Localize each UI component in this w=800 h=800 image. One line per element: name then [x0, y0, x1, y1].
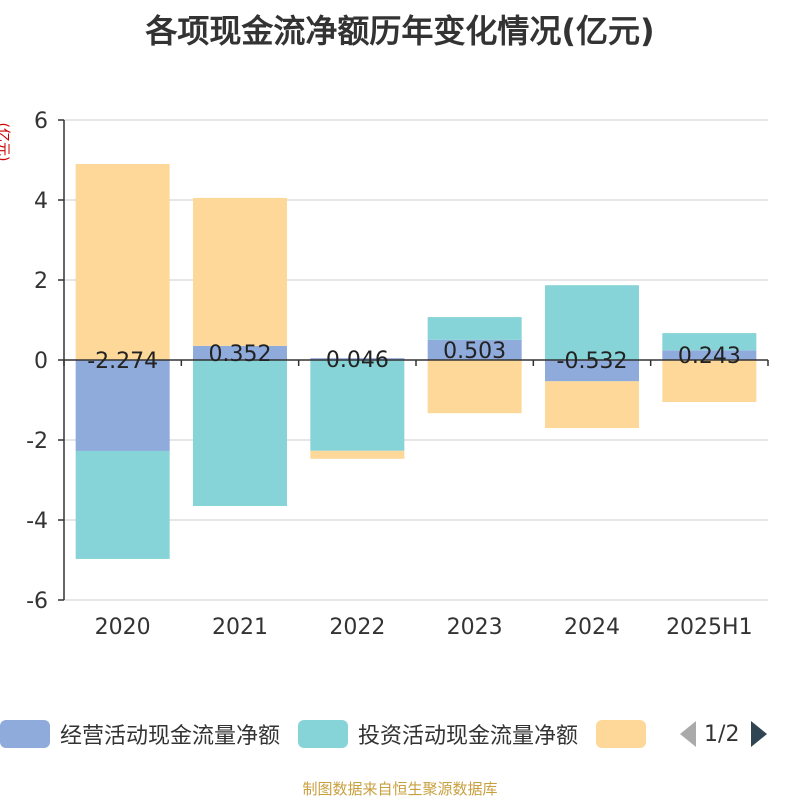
- bar-investing-2024: [545, 285, 639, 360]
- y-tick-label: 4: [34, 189, 48, 214]
- bar-third-2022: [310, 450, 405, 459]
- data-label-2022: 0.046: [326, 348, 389, 373]
- prev-page-icon[interactable]: [680, 721, 697, 747]
- bar-investing-2021: [193, 360, 287, 506]
- bar-operating-2025H1: [662, 350, 757, 360]
- bar-chart: -6 -4 -2 0 2 4 6 2020 2021 2022 2023 2024 2025H1 -2.…: [26, 109, 769, 640]
- y-tick-label: -2: [26, 429, 48, 454]
- data-label-2020: -2.274: [87, 349, 158, 374]
- bar-investing-2023: [427, 317, 522, 340]
- bars: [75, 164, 757, 559]
- x-tick-label: 2020: [95, 615, 151, 640]
- legend-item-investing[interactable]: 投资活动现金流量净额: [298, 718, 578, 750]
- bar-operating-2023: [427, 339, 522, 360]
- legend-page-indicator: 1/2: [704, 721, 740, 747]
- x-tick-label: 2023: [447, 615, 503, 640]
- legend-swatch: [298, 720, 349, 748]
- y-tick-label: 2: [34, 269, 48, 294]
- bar-investing-2022: [310, 360, 405, 451]
- bar-third-2020: [75, 164, 170, 360]
- data-label-2021: 0.352: [209, 342, 272, 367]
- legend-swatch: [596, 720, 647, 748]
- legend-item-operating[interactable]: 经营活动现金流量净额: [0, 718, 280, 750]
- y-tick-label: 0: [34, 349, 48, 374]
- legend-swatch: [0, 720, 50, 748]
- bar-third-2024: [545, 381, 639, 429]
- legend-pager: 1/2: [674, 721, 768, 747]
- legend-label: 经营活动现金流量净额: [60, 724, 281, 749]
- y-tick-label: 6: [34, 109, 48, 134]
- x-tick-label: 2021: [212, 615, 268, 640]
- bar-operating-2024: [545, 360, 639, 382]
- x-tick-label: 2022: [329, 615, 385, 640]
- data-labels: -2.274 0.352 0.046 0.503 -0.532 0.243: [87, 339, 741, 374]
- y-tick-label: -6: [26, 589, 48, 614]
- bar-third-2021: [193, 197, 287, 346]
- data-label-2024: -0.532: [557, 349, 628, 374]
- chart-title: 各项现金流净额历年变化情况(亿元): [145, 12, 655, 50]
- bar-operating-2021: [193, 345, 287, 360]
- axes: -6 -4 -2 0 2 4 6 2020 2021 2022 2023 2024 2025H1: [26, 109, 769, 640]
- bar-third-2025H1: [662, 360, 757, 402]
- bar-investing-2020: [75, 450, 170, 559]
- legend-item-third[interactable]: [596, 720, 656, 748]
- source-note: 制图数据来自恒生聚源数据库: [302, 780, 498, 798]
- x-tick-label: 2024: [564, 615, 620, 640]
- data-label-2023: 0.503: [443, 339, 506, 364]
- bar-operating-2022: [310, 358, 405, 360]
- legend: 经营活动现金流量净额 投资活动现金流量净额 1/2: [0, 716, 768, 752]
- data-label-2025H1: 0.243: [678, 344, 741, 369]
- next-page-icon[interactable]: [751, 721, 768, 747]
- legend-label: 投资活动现金流量净额: [358, 724, 579, 749]
- bar-operating-2020: [75, 360, 170, 451]
- bar-investing-2025H1: [662, 333, 757, 351]
- bar-third-2023: [427, 360, 522, 414]
- x-tick-label: 2025H1: [666, 615, 753, 640]
- y-tick-label: -4: [26, 509, 48, 534]
- grid-lines: [64, 119, 768, 601]
